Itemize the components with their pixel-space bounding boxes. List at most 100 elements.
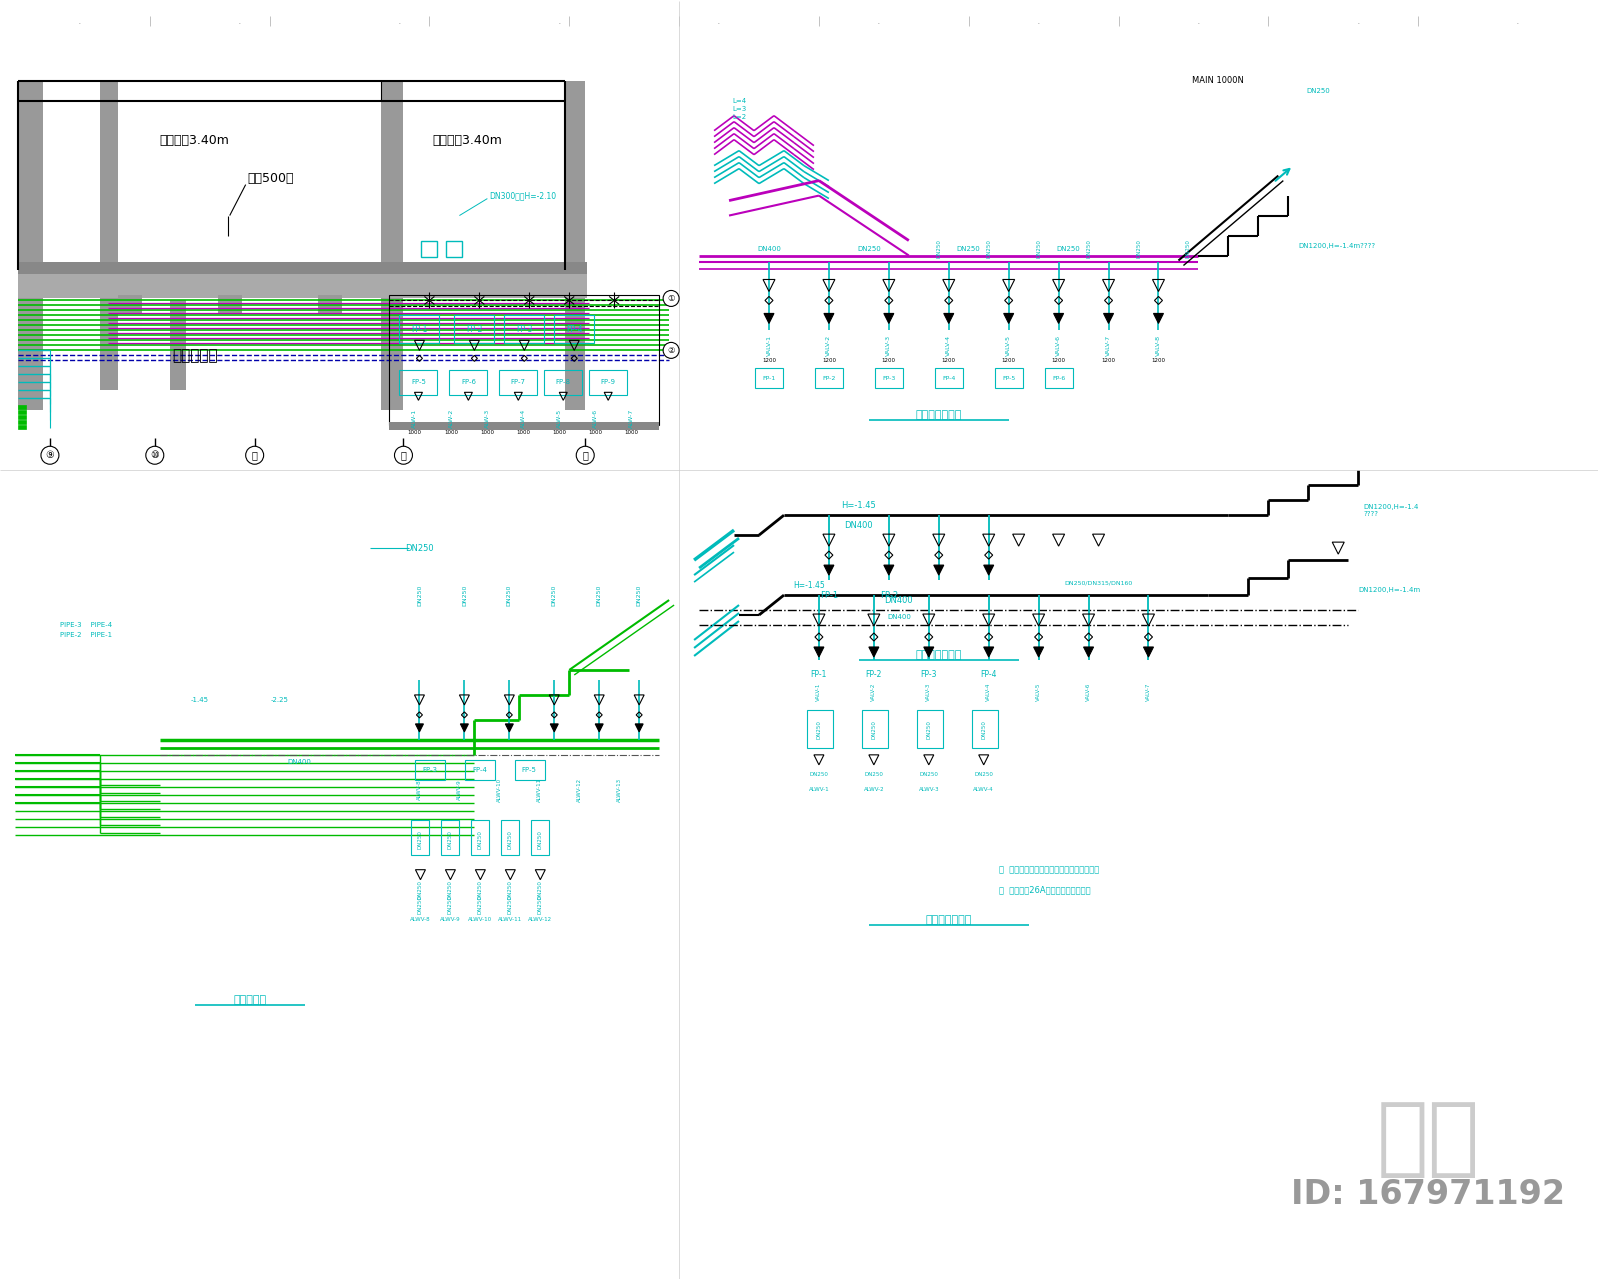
Bar (971, 710, 998, 748)
Bar (389, 422, 659, 430)
Text: DN1200,H=-1.4m????: DN1200,H=-1.4m???? (1298, 242, 1376, 248)
Circle shape (146, 447, 163, 465)
Text: DN400: DN400 (845, 521, 874, 530)
Polygon shape (824, 314, 834, 324)
Bar (565, 81, 586, 411)
Text: DN400: DN400 (288, 759, 312, 765)
Bar (18, 415, 26, 420)
Text: 1000: 1000 (480, 430, 494, 435)
Text: -1.45: -1.45 (190, 696, 208, 703)
Text: DN400: DN400 (757, 246, 781, 251)
Bar (389, 296, 659, 425)
Text: ALW-2: ALW-2 (450, 408, 454, 428)
Text: 自动喷洒系统图: 自动喷洒系统图 (915, 411, 962, 420)
Text: FP-2: FP-2 (866, 671, 882, 680)
Text: H=-1.45: H=-1.45 (794, 581, 826, 590)
Text: .: . (78, 15, 82, 26)
Text: DN250: DN250 (507, 881, 514, 899)
Text: FP-1: FP-1 (762, 376, 776, 381)
Polygon shape (814, 646, 824, 657)
Polygon shape (984, 646, 994, 657)
Bar (99, 81, 118, 390)
Bar (400, 370, 437, 396)
Text: DN250: DN250 (507, 831, 514, 849)
Text: ALWV-10: ALWV-10 (469, 918, 493, 922)
Text: DN250: DN250 (1086, 239, 1091, 259)
Bar (218, 296, 242, 314)
Text: DN250: DN250 (864, 772, 883, 777)
Bar (685, 475, 1598, 740)
Text: ALWV-1: ALWV-1 (808, 787, 829, 792)
Polygon shape (1003, 314, 1014, 324)
Text: DN400: DN400 (886, 614, 910, 620)
Bar (499, 370, 538, 396)
Bar (442, 819, 459, 855)
Text: 注  所有水流量控制前后蝶阀门均须润滑处理: 注 所有水流量控制前后蝶阀门均须润滑处理 (998, 865, 1099, 874)
Text: FP-2: FP-2 (822, 376, 835, 381)
Text: ⑬: ⑬ (582, 451, 589, 461)
Text: ALW-1: ALW-1 (411, 408, 418, 428)
Text: FP-2: FP-2 (466, 325, 483, 334)
Text: ALW-7: ALW-7 (629, 408, 634, 428)
Text: 1200: 1200 (1002, 358, 1016, 362)
Circle shape (576, 447, 594, 465)
Text: 1200: 1200 (1101, 358, 1115, 362)
Bar (450, 370, 488, 396)
Text: FP-1: FP-1 (411, 325, 427, 334)
Text: ALWV-11: ALWV-11 (536, 778, 542, 801)
Text: DN250: DN250 (810, 772, 829, 777)
Text: ALWV-8: ALWV-8 (418, 780, 422, 800)
Text: VALV-4: VALV-4 (946, 335, 952, 356)
Text: VALV-8: VALV-8 (1155, 335, 1162, 356)
Bar (934, 369, 963, 388)
Text: FP-3: FP-3 (517, 325, 533, 334)
Text: ALWV-9: ALWV-9 (440, 918, 461, 922)
Polygon shape (824, 564, 834, 575)
Text: FP-4: FP-4 (566, 325, 582, 334)
Text: ⑪: ⑪ (251, 451, 258, 461)
Text: ALW-4: ALW-4 (522, 408, 526, 428)
Text: DN250: DN250 (478, 831, 483, 849)
Circle shape (42, 447, 59, 465)
Bar (755, 369, 782, 388)
Text: VALV-5: VALV-5 (1006, 335, 1011, 356)
Text: 水池水深3.40m: 水池水深3.40m (160, 134, 230, 147)
Text: .: . (1037, 15, 1040, 26)
Text: DN250: DN250 (926, 721, 931, 740)
Text: FP-5: FP-5 (411, 379, 426, 385)
Bar (917, 710, 942, 748)
Text: DN250: DN250 (1056, 246, 1080, 251)
Text: VALV-6: VALV-6 (1086, 682, 1091, 701)
Text: DN250: DN250 (462, 585, 467, 605)
Polygon shape (550, 724, 558, 732)
Text: DN250: DN250 (448, 895, 453, 914)
Text: DN250: DN250 (1306, 88, 1330, 93)
Text: ALWV-10: ALWV-10 (498, 778, 502, 801)
Circle shape (662, 291, 678, 306)
Polygon shape (763, 314, 774, 324)
Text: ⑩: ⑩ (150, 451, 158, 461)
Text: 1000: 1000 (408, 430, 421, 435)
Bar (531, 819, 549, 855)
Polygon shape (869, 646, 878, 657)
Polygon shape (984, 564, 994, 575)
Bar (317, 296, 341, 314)
Text: ALW-5: ALW-5 (557, 408, 562, 428)
Text: ①: ① (667, 294, 675, 303)
Text: 1000: 1000 (445, 430, 459, 435)
Bar (466, 760, 496, 780)
Text: VALV-2: VALV-2 (872, 682, 877, 701)
Text: DN1200,H=-1.4
????: DN1200,H=-1.4 ???? (1363, 503, 1419, 517)
Text: FP-1: FP-1 (819, 590, 838, 599)
Polygon shape (1154, 314, 1163, 324)
Text: .: . (398, 15, 402, 26)
Text: .: . (557, 15, 562, 26)
Text: ALWV-3: ALWV-3 (918, 787, 939, 792)
Text: H=-1.45: H=-1.45 (842, 500, 877, 509)
Text: DN250: DN250 (637, 585, 642, 605)
Bar (0, 470, 678, 1279)
Text: DN250: DN250 (858, 246, 880, 251)
Bar (515, 760, 546, 780)
Text: DN250: DN250 (448, 881, 453, 899)
Text: FP-3: FP-3 (882, 376, 896, 381)
